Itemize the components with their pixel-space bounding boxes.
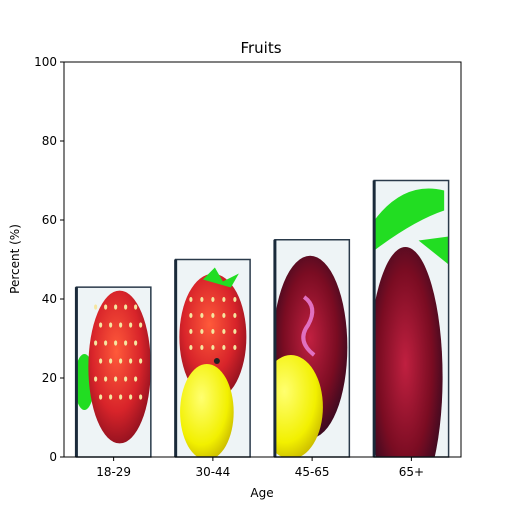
bars-group bbox=[74, 179, 450, 458]
y-tick-label: 60 bbox=[42, 213, 57, 227]
y-tick-label: 40 bbox=[42, 292, 57, 306]
x-tick-label: 65+ bbox=[399, 465, 424, 479]
x-axis-label: Age bbox=[250, 486, 273, 500]
x-axis: 18-29 30-44 45-65 65+ bbox=[96, 457, 424, 479]
y-tick-label: 0 bbox=[49, 450, 57, 464]
y-tick-label: 20 bbox=[42, 371, 57, 385]
plot-frame bbox=[63, 61, 462, 458]
chart-title: Fruits bbox=[240, 39, 281, 57]
bar-18-29 bbox=[76, 287, 151, 457]
y-tick-label: 100 bbox=[34, 55, 57, 69]
bar-30-44 bbox=[175, 259, 251, 457]
y-axis: 0 20 40 60 80 100 bbox=[34, 55, 64, 464]
y-tick-label: 80 bbox=[42, 134, 57, 148]
x-tick-label: 30-44 bbox=[195, 465, 230, 479]
bar-45-65 bbox=[274, 239, 350, 457]
x-tick-label: 45-65 bbox=[295, 465, 330, 479]
y-axis-label: Percent (%) bbox=[8, 224, 22, 294]
x-tick-label: 18-29 bbox=[96, 465, 131, 479]
bar-65+ bbox=[374, 180, 449, 457]
